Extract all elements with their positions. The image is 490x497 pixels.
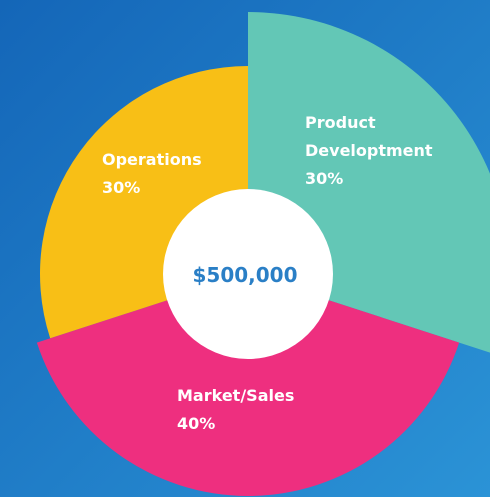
center-label: $500,000 [192, 263, 297, 287]
slice [36, 274, 460, 497]
center-hole [163, 189, 333, 359]
slice-label: Operations [102, 150, 202, 169]
slice-value-label: 30% [305, 169, 343, 188]
slice-value-label: 40% [177, 414, 215, 433]
slice-label: Product Developtment [305, 113, 433, 160]
slice-value-label: 30% [102, 178, 140, 197]
slice-label: Market/Sales [177, 386, 294, 405]
